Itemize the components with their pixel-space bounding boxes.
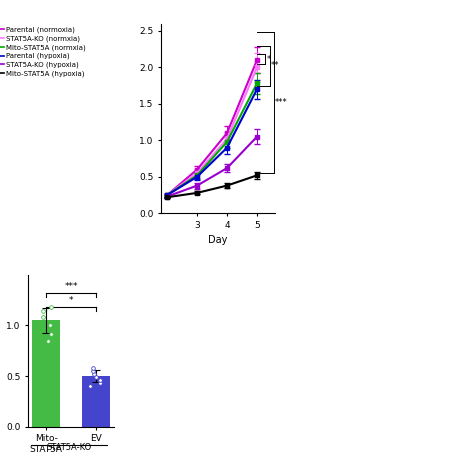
Text: ***: *** [64, 282, 78, 291]
Point [96, 376, 104, 384]
Text: ***: *** [275, 98, 288, 107]
Point [40, 308, 47, 315]
Point [90, 367, 97, 375]
Y-axis label: Relative cell number: Relative cell number [0, 307, 1, 394]
Legend: Parental (normoxia), STAT5A-KO (normxia), Mito-STAT5A (normxia), Parental (hypox: Parental (normoxia), STAT5A-KO (normxia)… [0, 23, 89, 80]
Bar [82, 376, 110, 427]
Point [39, 314, 46, 321]
Point [44, 337, 52, 345]
Point [92, 373, 100, 381]
Point [86, 383, 93, 390]
Bar [32, 320, 60, 427]
Point [89, 364, 97, 372]
X-axis label: Day: Day [209, 236, 228, 246]
Text: *: * [267, 55, 271, 64]
Text: **: ** [271, 62, 280, 71]
Point [46, 322, 54, 329]
Point [47, 330, 55, 337]
Point [90, 370, 97, 378]
Point [47, 303, 55, 311]
Text: *: * [69, 296, 73, 305]
Text: STAT5A-KO: STAT5A-KO [46, 443, 91, 452]
Point [97, 379, 104, 387]
